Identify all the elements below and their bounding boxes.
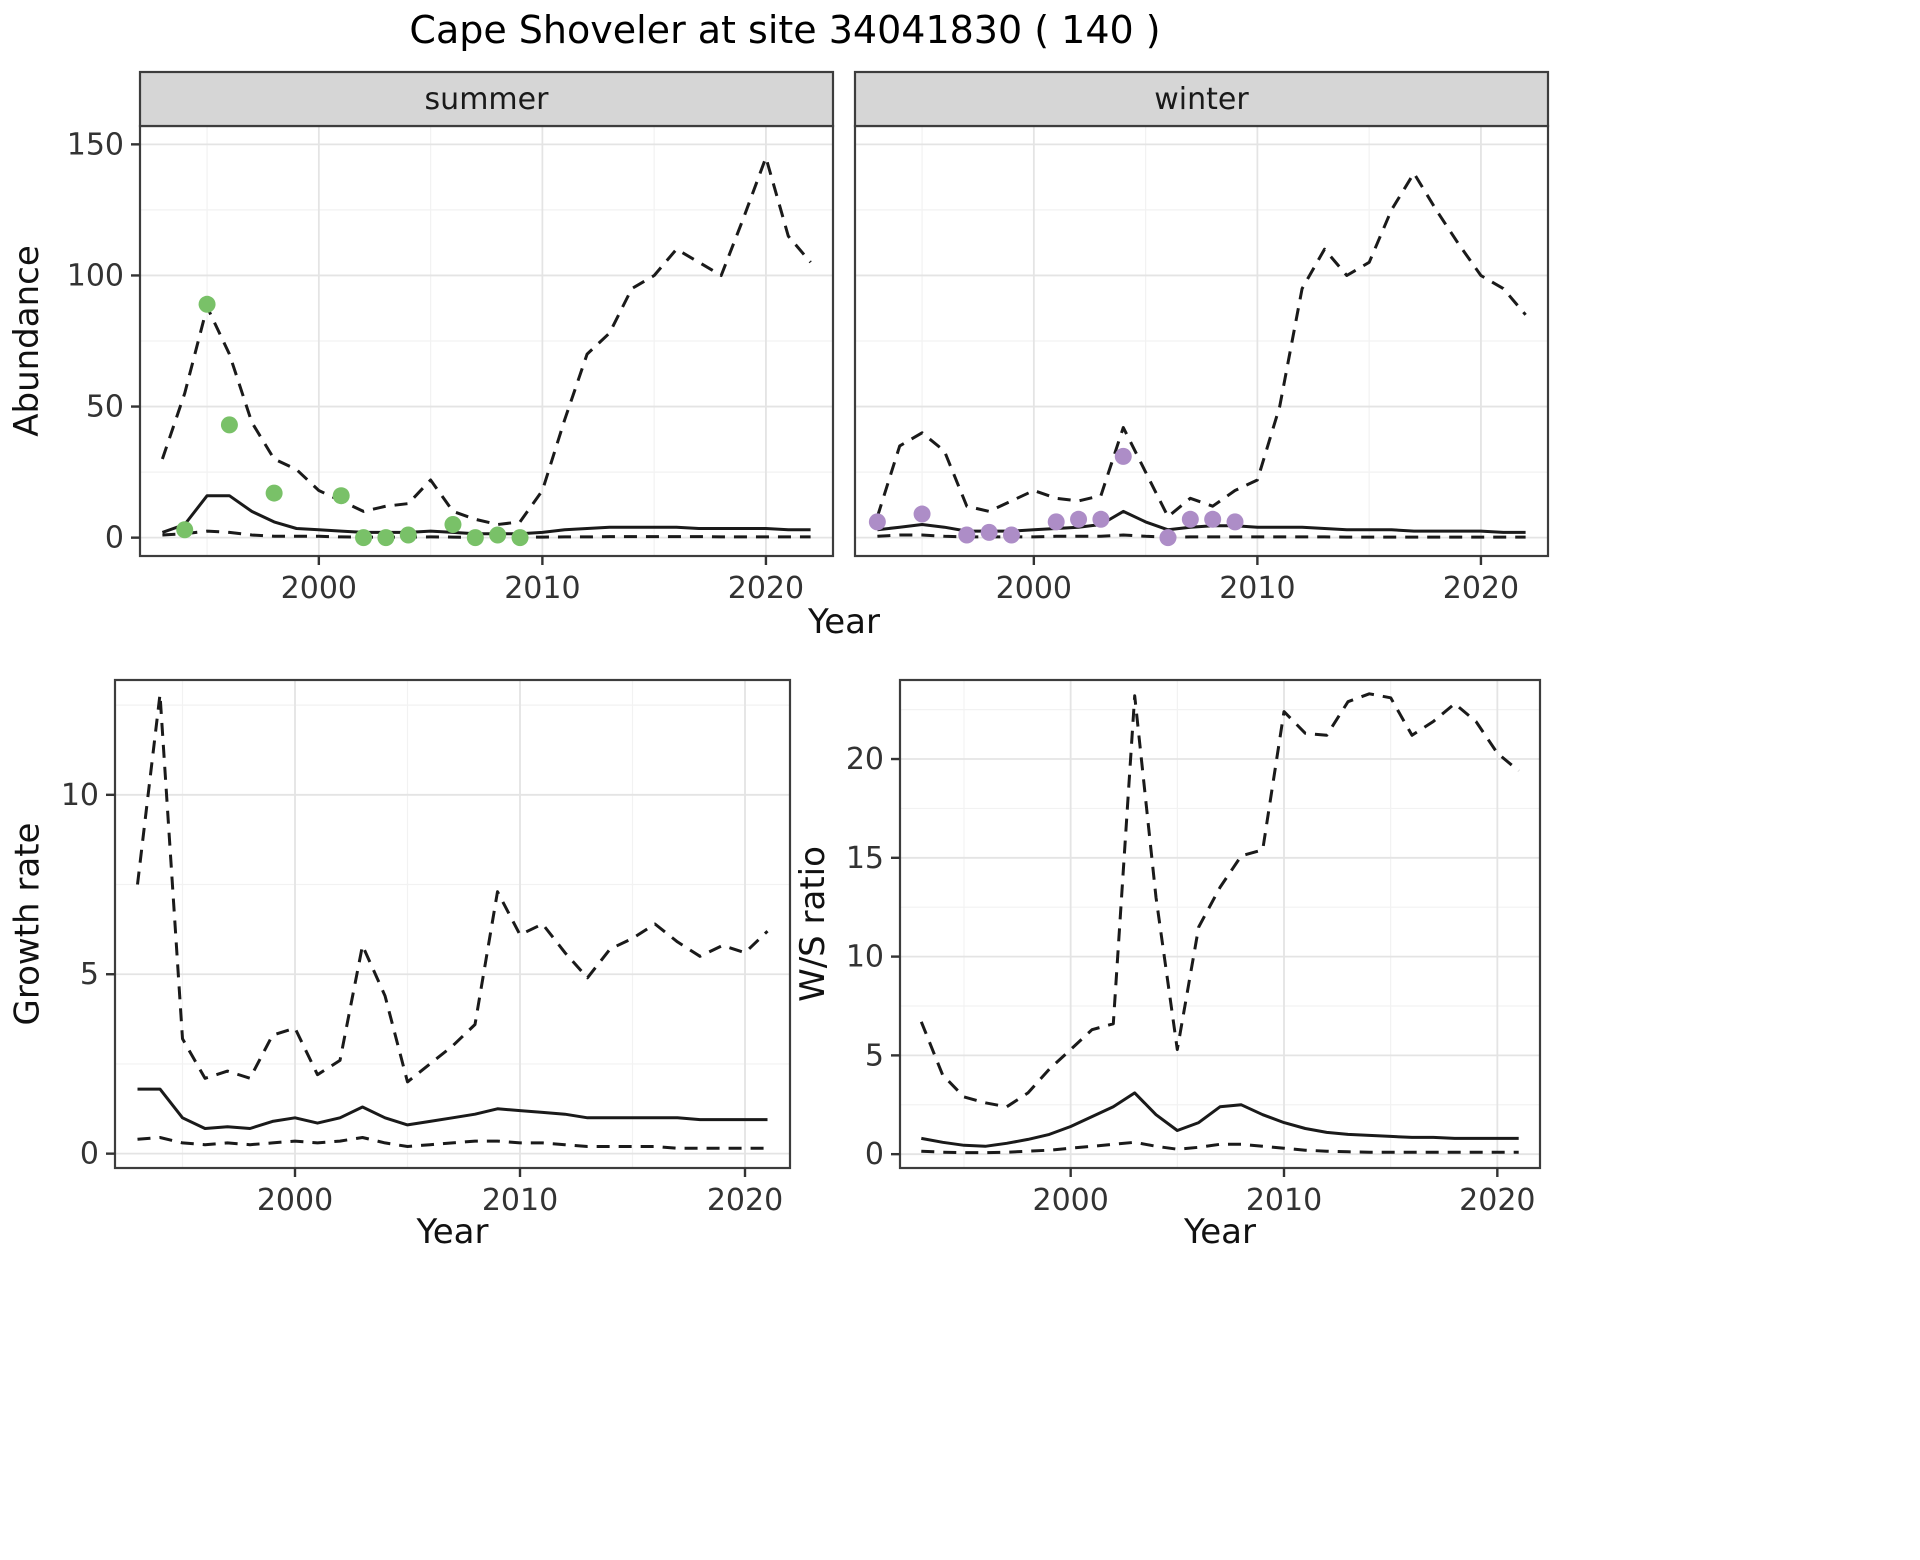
observation-point — [176, 521, 194, 539]
y-tick-label: 15 — [846, 841, 884, 876]
top-year-axis-label: Year — [140, 602, 1548, 642]
x-tick-label: 2020 — [707, 1183, 783, 1218]
ws-year-axis-label-text: Year — [1184, 1212, 1256, 1252]
x-tick-label: 2000 — [1032, 1183, 1108, 1218]
x-tick-label: 2010 — [504, 571, 580, 606]
series-upper-ci — [160, 156, 812, 526]
observation-point — [444, 516, 462, 534]
y-tick-label: 5 — [865, 1038, 884, 1073]
observation-point — [1070, 510, 1088, 528]
series-median — [161, 494, 811, 536]
growth-year-axis-label: Year — [115, 1212, 790, 1252]
y-tick-label: 0 — [105, 521, 124, 556]
observation-point — [466, 529, 484, 547]
x-tick-label: 2020 — [728, 571, 804, 606]
series-upper-ci — [875, 171, 1527, 519]
x-tick-label: 2010 — [482, 1183, 558, 1218]
y-tick-label: 10 — [846, 940, 884, 975]
panel-border — [113, 678, 792, 1170]
observation-point — [198, 295, 216, 313]
x-tick-label: 2010 — [1219, 571, 1295, 606]
panel-ws-ratio: 2000 2010 2020 0 5 10 15 20 — [846, 678, 1542, 1218]
observation-point — [1204, 510, 1222, 528]
x-tick-label: 2020 — [1459, 1183, 1535, 1218]
observation-point — [1159, 529, 1177, 547]
x-tick-label: 2010 — [1246, 1183, 1322, 1218]
chart-title: Cape Shoveler at site 34041830 ( 140 ) — [409, 8, 1161, 52]
x-tick-label: 2020 — [1443, 571, 1519, 606]
observation-point — [958, 526, 976, 544]
y-tick-label: 50 — [86, 390, 124, 425]
series-lower-ci — [877, 533, 1526, 539]
series-upper-ci — [136, 692, 769, 1084]
panel-background — [115, 680, 790, 1168]
top-year-axis-label-text: Year — [808, 602, 880, 642]
panel-background — [900, 680, 1540, 1168]
panel-abundance-winter: 2000 2010 2020 winter — [853, 70, 1550, 606]
observation-point — [868, 513, 886, 531]
observation-point — [355, 529, 373, 547]
abundance-axis-label-text: Abundance — [7, 245, 48, 437]
observation-point — [1114, 447, 1132, 465]
observation-point — [265, 484, 283, 502]
observation-point — [1181, 510, 1199, 528]
observation-point — [1002, 526, 1020, 544]
observation-point — [220, 416, 238, 434]
abundance-axis-label: Abundance — [4, 126, 50, 556]
x-tick-label: 2000 — [996, 571, 1072, 606]
series-lower-ci — [162, 529, 811, 539]
panel-border — [898, 678, 1542, 1170]
observation-point — [1047, 513, 1065, 531]
observation-point — [489, 526, 507, 544]
y-tick-label: 10 — [61, 778, 99, 813]
observation-point — [980, 523, 998, 541]
y-tick-label: 5 — [80, 957, 99, 992]
observation-point — [1092, 510, 1110, 528]
y-tick-label: 100 — [67, 258, 124, 293]
series-median — [137, 1087, 768, 1130]
observation-point — [377, 529, 395, 547]
series-median — [921, 1091, 1519, 1148]
x-tick-label: 2000 — [281, 571, 357, 606]
facet-strip — [138, 70, 835, 128]
y-tick-label: 0 — [80, 1137, 99, 1172]
x-tick-label: 2000 — [257, 1183, 333, 1218]
y-tick-label: 20 — [846, 742, 884, 777]
facet-strip-label: winter — [1154, 82, 1249, 117]
y-tick-label: 0 — [865, 1137, 884, 1172]
observation-point — [511, 529, 529, 547]
y-tick-label: 150 — [67, 127, 124, 162]
panel-abundance-summer: 2000 2010 2020 0 50 100 150 summer — [67, 70, 835, 606]
series-lower-ci — [137, 1136, 768, 1150]
observation-point — [913, 505, 931, 523]
panel-growth-rate: 2000 2010 2020 0 5 10 — [61, 678, 792, 1218]
facet-strip-label: summer — [425, 82, 550, 117]
series-upper-ci — [919, 692, 1520, 1109]
observation-point — [399, 526, 417, 544]
ws-year-axis-label: Year — [900, 1212, 1540, 1252]
series-lower-ci — [921, 1140, 1519, 1155]
facet-strip — [853, 70, 1550, 128]
observation-point — [332, 487, 350, 505]
observation-point — [1226, 513, 1244, 531]
growth-year-axis-label-text: Year — [416, 1212, 489, 1252]
